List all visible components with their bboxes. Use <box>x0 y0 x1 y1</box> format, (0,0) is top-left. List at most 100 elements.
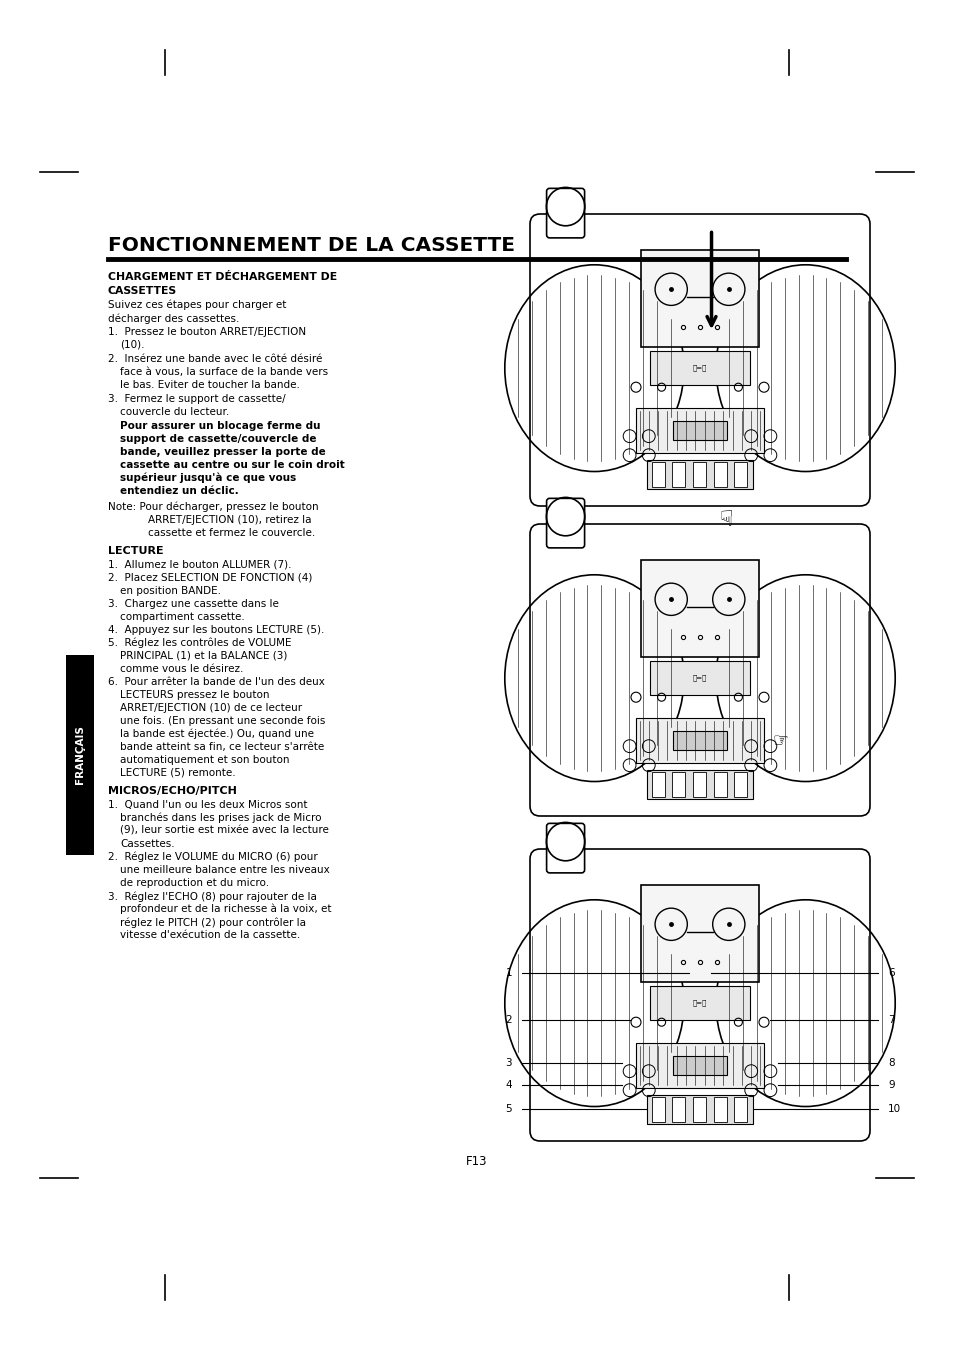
FancyBboxPatch shape <box>646 769 752 799</box>
FancyBboxPatch shape <box>651 1096 664 1122</box>
Text: FONCTIONNEMENT DE LA CASSETTE: FONCTIONNEMENT DE LA CASSETTE <box>108 236 515 255</box>
Text: LECTURE: LECTURE <box>108 545 164 556</box>
Text: 1.  Quand l'un ou les deux Micros sont: 1. Quand l'un ou les deux Micros sont <box>108 801 307 810</box>
FancyBboxPatch shape <box>66 655 94 855</box>
FancyBboxPatch shape <box>640 250 758 347</box>
FancyBboxPatch shape <box>530 849 869 1141</box>
FancyBboxPatch shape <box>672 772 684 796</box>
Text: comme vous le désirez.: comme vous le désirez. <box>120 664 243 674</box>
Text: profondeur et de la richesse à la voix, et: profondeur et de la richesse à la voix, … <box>120 904 331 914</box>
Text: (10).: (10). <box>120 340 144 350</box>
FancyBboxPatch shape <box>692 772 705 796</box>
Text: (9), leur sortie est mixée avec la lecture: (9), leur sortie est mixée avec la lectu… <box>120 826 329 836</box>
Text: 「=」: 「=」 <box>692 1000 706 1007</box>
Text: Note: Pour décharger, pressez le bouton: Note: Pour décharger, pressez le bouton <box>108 502 318 513</box>
FancyBboxPatch shape <box>673 1056 726 1076</box>
Text: MICROS/ECHO/PITCH: MICROS/ECHO/PITCH <box>108 786 236 796</box>
Text: 1.  Allumez le bouton ALLUMER (7).: 1. Allumez le bouton ALLUMER (7). <box>108 560 292 570</box>
Text: en position BANDE.: en position BANDE. <box>120 586 221 595</box>
Text: 4.  Appuyez sur les boutons LECTURE (5).: 4. Appuyez sur les boutons LECTURE (5). <box>108 625 324 634</box>
FancyBboxPatch shape <box>640 560 758 657</box>
Text: 1: 1 <box>505 968 512 979</box>
Text: branchés dans les prises jack de Micro: branchés dans les prises jack de Micro <box>120 813 321 823</box>
Text: Suivez ces étapes pour charger et: Suivez ces étapes pour charger et <box>108 300 286 310</box>
FancyBboxPatch shape <box>692 1096 705 1122</box>
Text: 5.  Réglez les contrôles de VOLUME: 5. Réglez les contrôles de VOLUME <box>108 639 292 648</box>
Text: le bas. Eviter de toucher la bande.: le bas. Eviter de toucher la bande. <box>120 379 299 390</box>
FancyBboxPatch shape <box>649 351 749 386</box>
Text: 2.  Insérez une bande avec le côté désiré: 2. Insérez une bande avec le côté désiré <box>108 354 322 364</box>
Text: ☞: ☞ <box>772 732 788 749</box>
Text: Pour assurer un blocage ferme du: Pour assurer un blocage ferme du <box>120 421 320 431</box>
Text: bande, veuillez presser la porte de: bande, veuillez presser la porte de <box>120 447 325 458</box>
Text: 5: 5 <box>505 1104 512 1114</box>
FancyBboxPatch shape <box>713 772 726 796</box>
Text: 10: 10 <box>887 1104 901 1114</box>
Text: ☟: ☟ <box>719 509 732 529</box>
FancyBboxPatch shape <box>651 772 664 796</box>
Text: LECTEURS pressez le bouton: LECTEURS pressez le bouton <box>120 690 269 701</box>
FancyBboxPatch shape <box>713 462 726 487</box>
FancyBboxPatch shape <box>672 462 684 487</box>
Text: couvercle du lecteur.: couvercle du lecteur. <box>120 406 229 417</box>
FancyBboxPatch shape <box>673 730 726 751</box>
FancyBboxPatch shape <box>530 524 869 815</box>
Text: 3: 3 <box>505 1058 512 1068</box>
Text: PRINCIPAL (1) et la BALANCE (3): PRINCIPAL (1) et la BALANCE (3) <box>120 651 287 661</box>
Text: bande atteint sa fin, ce lecteur s'arrête: bande atteint sa fin, ce lecteur s'arrêt… <box>120 743 324 752</box>
FancyBboxPatch shape <box>734 1096 747 1122</box>
Text: 3.  Réglez l'ECHO (8) pour rajouter de la: 3. Réglez l'ECHO (8) pour rajouter de la <box>108 891 316 902</box>
FancyBboxPatch shape <box>734 772 747 796</box>
Text: ARRET/EJECTION (10) de ce lecteur: ARRET/EJECTION (10) de ce lecteur <box>120 703 302 713</box>
FancyBboxPatch shape <box>546 824 584 873</box>
Text: 3.  Chargez une cassette dans le: 3. Chargez une cassette dans le <box>108 599 278 609</box>
Text: 2: 2 <box>505 1015 512 1025</box>
Text: cassette au centre ou sur le coin droit: cassette au centre ou sur le coin droit <box>120 460 344 470</box>
FancyBboxPatch shape <box>640 886 758 983</box>
FancyBboxPatch shape <box>546 498 584 548</box>
FancyBboxPatch shape <box>635 1044 763 1088</box>
Text: une meilleure balance entre les niveaux: une meilleure balance entre les niveaux <box>120 865 330 875</box>
Text: CASSETTES: CASSETTES <box>108 286 177 296</box>
Text: F13: F13 <box>466 1156 487 1168</box>
Text: LECTURE (5) remonte.: LECTURE (5) remonte. <box>120 768 235 778</box>
Text: 4: 4 <box>505 1080 512 1089</box>
FancyBboxPatch shape <box>649 986 749 1021</box>
FancyBboxPatch shape <box>672 1096 684 1122</box>
Text: automatiquement et son bouton: automatiquement et son bouton <box>120 755 289 765</box>
Text: vitesse d'exécution de la cassette.: vitesse d'exécution de la cassette. <box>120 930 300 940</box>
Text: Cassettes.: Cassettes. <box>120 838 174 849</box>
Text: FRANÇAIS: FRANÇAIS <box>75 725 85 784</box>
Text: décharger des cassettes.: décharger des cassettes. <box>108 313 239 324</box>
FancyBboxPatch shape <box>546 189 584 238</box>
Text: 6: 6 <box>887 968 894 979</box>
Text: la bande est éjectée.) Ou, quand une: la bande est éjectée.) Ou, quand une <box>120 729 314 740</box>
Text: 「=」: 「=」 <box>692 364 706 371</box>
Text: support de cassette/couvercle de: support de cassette/couvercle de <box>120 433 316 444</box>
Text: 2.  Placez SELECTION DE FONCTION (4): 2. Placez SELECTION DE FONCTION (4) <box>108 572 312 583</box>
FancyBboxPatch shape <box>673 421 726 440</box>
Text: entendiez un déclic.: entendiez un déclic. <box>120 486 238 495</box>
Text: 8: 8 <box>887 1058 894 1068</box>
FancyBboxPatch shape <box>635 718 763 764</box>
Text: 「=」: 「=」 <box>692 675 706 682</box>
Text: ARRET/EJECTION (10), retirez la: ARRET/EJECTION (10), retirez la <box>148 514 312 525</box>
FancyBboxPatch shape <box>734 462 747 487</box>
Text: de reproduction et du micro.: de reproduction et du micro. <box>120 878 269 888</box>
FancyBboxPatch shape <box>651 462 664 487</box>
FancyBboxPatch shape <box>713 1096 726 1122</box>
FancyBboxPatch shape <box>649 662 749 695</box>
Text: supérieur jusqu'à ce que vous: supérieur jusqu'à ce que vous <box>120 472 296 483</box>
Text: 6.  Pour arrêter la bande de l'un des deux: 6. Pour arrêter la bande de l'un des deu… <box>108 676 325 687</box>
Text: 2.  Réglez le VOLUME du MICRO (6) pour: 2. Réglez le VOLUME du MICRO (6) pour <box>108 852 317 863</box>
Text: réglez le PITCH (2) pour contrôler la: réglez le PITCH (2) pour contrôler la <box>120 917 306 927</box>
Text: une fois. (En pressant une seconde fois: une fois. (En pressant une seconde fois <box>120 716 325 726</box>
FancyBboxPatch shape <box>692 462 705 487</box>
FancyBboxPatch shape <box>646 1095 752 1123</box>
Text: cassette et fermez le couvercle.: cassette et fermez le couvercle. <box>148 528 314 539</box>
Text: 7: 7 <box>887 1015 894 1025</box>
Text: 1.  Pressez le bouton ARRET/EJECTION: 1. Pressez le bouton ARRET/EJECTION <box>108 327 306 338</box>
Text: CHARGEMENT ET DÉCHARGEMENT DE: CHARGEMENT ET DÉCHARGEMENT DE <box>108 271 336 282</box>
Text: face à vous, la surface de la bande vers: face à vous, la surface de la bande vers <box>120 367 328 377</box>
FancyBboxPatch shape <box>646 459 752 489</box>
